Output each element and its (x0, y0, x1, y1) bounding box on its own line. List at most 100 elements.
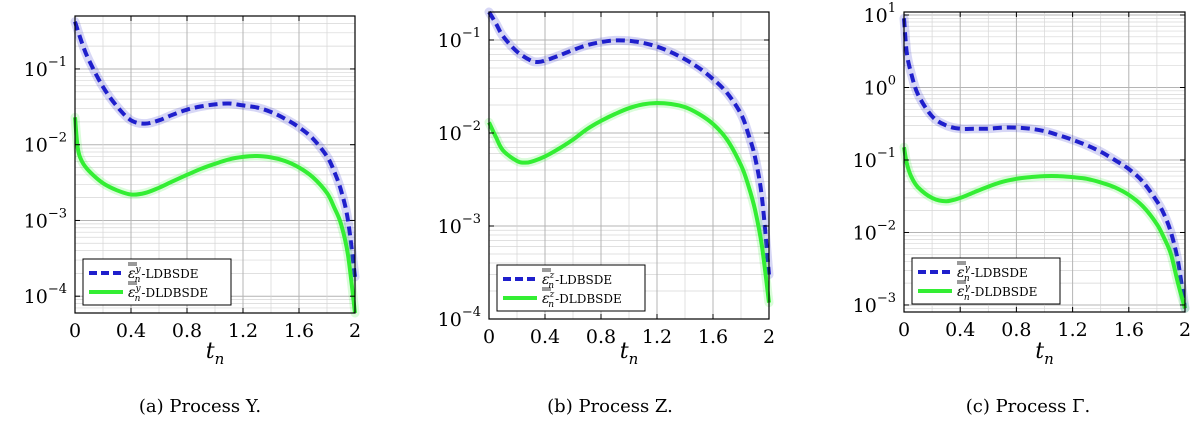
y-tick-label: 10−2 (438, 119, 481, 145)
legend-entry-2: εy n-DLDBSDE (128, 284, 208, 304)
y-tick-exponent: −2 (48, 131, 67, 146)
x-tick-label: 0.8 (586, 326, 616, 348)
x-tick-label: 1.6 (698, 326, 728, 348)
x-tick-label: 1.6 (284, 320, 314, 342)
y-tick-exponent: −2 (877, 218, 896, 233)
y-tick-base: 10 (438, 216, 462, 238)
x-tick-label: 1.2 (642, 326, 672, 348)
series-band-1 (484, 7, 774, 280)
legend-superscript: y (135, 284, 142, 294)
legend-entry-2: εz n-DLDBSDE (542, 290, 622, 310)
y-tick-base: 10 (853, 222, 877, 244)
legend-subscript: n (135, 294, 141, 304)
x-tick-label: 0.4 (116, 320, 146, 342)
x-tick-label: 2 (1179, 319, 1191, 341)
y-tick-base: 10 (438, 30, 462, 52)
legend-box (82, 258, 232, 306)
x-axis-label-main: t (206, 339, 215, 364)
legend-superscript: γ (965, 264, 971, 274)
legend-label: -DLDBSDE (555, 292, 622, 306)
y-tick-exponent: −1 (877, 146, 896, 161)
y-tick-base: 10 (853, 150, 877, 172)
series-line-2 (902, 146, 1187, 309)
x-tick-label: 0 (898, 319, 910, 341)
legend-subscript: n (548, 281, 554, 291)
y-tick-label: 10−2 (853, 218, 896, 244)
x-axis-label: tn (1035, 339, 1054, 368)
legend-subscript: n (964, 293, 970, 303)
y-tick-label: 100 (864, 73, 896, 99)
legend-superscript: γ (965, 283, 971, 293)
x-tick-label: 1.2 (228, 320, 258, 342)
plot-frame (74, 15, 356, 314)
legend-superscript: z (549, 290, 555, 300)
y-tick-label: 10−3 (438, 212, 481, 238)
x-tick-label: 0 (69, 320, 81, 342)
x-tick-label: 1.2 (1057, 319, 1087, 341)
series-line-2 (73, 117, 357, 314)
legend-label: -LDBSDE (971, 266, 1028, 280)
legend-label: -LDBSDE (141, 267, 198, 281)
plot-frame (903, 11, 1186, 313)
panel-caption: (c) Process Γ. (966, 396, 1091, 417)
legend-subscript: n (548, 300, 554, 310)
x-tick-label: 0.8 (172, 320, 202, 342)
legend-epsilon: ε (957, 265, 965, 281)
x-tick-label: 0.4 (530, 326, 560, 348)
legend-box (496, 264, 646, 312)
legend-epsilon: ε (128, 285, 136, 301)
legend-subscript: n (964, 274, 970, 284)
y-tick-base: 10 (864, 77, 888, 99)
y-tick-base: 10 (24, 210, 48, 232)
x-tick-label: 0.8 (1001, 319, 1031, 341)
legend-label: -DLDBSDE (971, 285, 1038, 299)
y-tick-label: 10−3 (853, 291, 896, 317)
series-line-2 (487, 101, 771, 303)
panel-caption: (b) Process Z. (547, 396, 673, 417)
series-line-1 (902, 18, 1187, 309)
x-tick-label: 2 (349, 320, 361, 342)
y-tick-base: 10 (438, 123, 462, 145)
series-band-1 (70, 17, 360, 282)
x-axis-label: tn (206, 339, 225, 368)
grid (903, 12, 1186, 313)
panel-caption: (a) Process Y. (139, 396, 261, 417)
x-axis-label-sub: n (215, 350, 225, 368)
y-tick-base: 10 (24, 286, 48, 308)
x-axis-label: tn (620, 339, 639, 368)
y-tick-exponent: 1 (888, 1, 896, 16)
y-tick-label: 10−1 (24, 55, 67, 81)
y-tick-exponent: −4 (48, 282, 67, 297)
y-tick-label: 10−4 (438, 305, 481, 331)
y-tick-exponent: −3 (877, 291, 896, 306)
x-axis-label-sub: n (629, 350, 639, 368)
y-tick-exponent: −1 (462, 26, 481, 41)
y-tick-label: 10−2 (24, 131, 67, 157)
x-tick-label: 0 (483, 326, 495, 348)
y-tick-base: 10 (24, 135, 48, 157)
x-axis-label-main: t (620, 339, 629, 364)
y-tick-exponent: −3 (48, 206, 67, 221)
legend-subscript: n (135, 275, 141, 285)
x-axis-label-main: t (1035, 339, 1044, 364)
legend-entry-2: εγ n-DLDBSDE (957, 283, 1037, 303)
legend-epsilon: ε (542, 272, 550, 288)
x-tick-label: 0.4 (945, 319, 975, 341)
legend-epsilon: ε (957, 284, 965, 300)
y-tick-label: 10−4 (24, 282, 67, 308)
x-axis-label-sub: n (1044, 350, 1054, 368)
legend-box (911, 257, 1061, 305)
y-tick-label: 10−1 (438, 26, 481, 52)
plot-frame (488, 11, 770, 320)
legend-label: -DLDBSDE (141, 286, 208, 300)
legend-entry-1: εγ n-LDBSDE (957, 264, 1028, 284)
legend-superscript: y (135, 265, 142, 275)
y-tick-label: 10−1 (853, 146, 896, 172)
y-tick-exponent: −4 (462, 305, 481, 320)
